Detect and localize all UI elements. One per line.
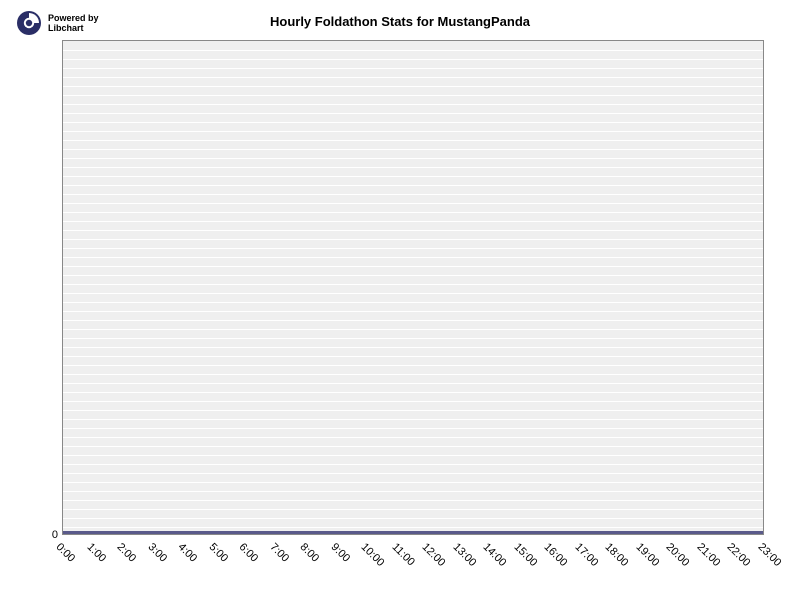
chart-title: Hourly Foldathon Stats for MustangPanda xyxy=(0,14,800,29)
chart-gridline xyxy=(63,266,763,267)
x-axis-tick-label: 18:00 xyxy=(603,541,631,569)
chart-gridline xyxy=(63,482,763,483)
chart-gridline xyxy=(63,500,763,501)
chart-gridline xyxy=(63,428,763,429)
chart-gridline xyxy=(63,320,763,321)
chart-gridline xyxy=(63,302,763,303)
chart-gridline xyxy=(63,158,763,159)
chart-gridline xyxy=(63,140,763,141)
chart-gridline xyxy=(63,518,763,519)
x-axis-tick-label: 7:00 xyxy=(267,541,291,565)
chart-gridline xyxy=(63,248,763,249)
chart-gridline xyxy=(63,446,763,447)
chart-gridline xyxy=(63,194,763,195)
x-axis-tick-label: 6:00 xyxy=(237,541,261,565)
x-axis-tick-label: 3:00 xyxy=(145,541,169,565)
chart-gridline xyxy=(63,527,763,528)
chart-gridline xyxy=(63,185,763,186)
chart-gridline xyxy=(63,401,763,402)
chart-gridline xyxy=(63,374,763,375)
chart-gridline xyxy=(63,356,763,357)
chart-gridline xyxy=(63,365,763,366)
x-axis-tick-label: 21:00 xyxy=(694,541,722,569)
chart-gridline xyxy=(63,257,763,258)
chart-gridline xyxy=(63,77,763,78)
chart-gridline xyxy=(63,131,763,132)
chart-gridline xyxy=(63,437,763,438)
chart-gridline xyxy=(63,311,763,312)
chart-gridline xyxy=(63,203,763,204)
x-axis-tick-label: 9:00 xyxy=(328,541,352,565)
x-axis-tick-label: 14:00 xyxy=(481,541,509,569)
chart-gridline xyxy=(63,284,763,285)
x-axis-tick-label: 22:00 xyxy=(725,541,753,569)
x-axis-tick-label: 8:00 xyxy=(298,541,322,565)
x-axis-tick-label: 13:00 xyxy=(450,541,478,569)
chart-gridline xyxy=(63,455,763,456)
chart-gridline xyxy=(63,338,763,339)
x-axis-tick-label: 1:00 xyxy=(84,541,108,565)
x-axis-tick-label: 4:00 xyxy=(176,541,200,565)
chart-plot-area xyxy=(62,40,764,535)
y-axis-tick-label: 0 xyxy=(44,529,58,541)
x-axis-tick-label: 11:00 xyxy=(389,541,416,568)
chart-gridline xyxy=(63,464,763,465)
x-axis-tick-label: 12:00 xyxy=(420,541,448,569)
x-axis-tick-label: 2:00 xyxy=(115,541,139,565)
chart-gridline xyxy=(63,212,763,213)
chart-gridline xyxy=(63,122,763,123)
x-axis-tick-label: 23:00 xyxy=(756,541,784,569)
chart-gridline xyxy=(63,95,763,96)
chart-gridline xyxy=(63,392,763,393)
x-axis-tick-label: 15:00 xyxy=(511,541,539,569)
x-axis-tick-label: 5:00 xyxy=(206,541,230,565)
chart-gridline xyxy=(63,410,763,411)
chart-gridline xyxy=(63,104,763,105)
chart-gridline xyxy=(63,59,763,60)
chart-gridline xyxy=(63,230,763,231)
chart-gridline xyxy=(63,293,763,294)
chart-gridline xyxy=(63,149,763,150)
chart-gridline xyxy=(63,176,763,177)
chart-gridline xyxy=(63,239,763,240)
chart-series-line xyxy=(63,531,763,534)
chart-gridline xyxy=(63,275,763,276)
chart-gridline xyxy=(63,509,763,510)
chart-gridline xyxy=(63,473,763,474)
chart-gridline xyxy=(63,383,763,384)
x-axis-tick-label: 20:00 xyxy=(664,541,692,569)
chart-gridline xyxy=(63,167,763,168)
chart-gridline xyxy=(63,50,763,51)
chart-gridline xyxy=(63,221,763,222)
chart-gridline xyxy=(63,347,763,348)
chart-gridline xyxy=(63,329,763,330)
chart-gridline xyxy=(63,68,763,69)
x-axis-tick-label: 17:00 xyxy=(572,541,600,569)
chart-gridline xyxy=(63,86,763,87)
x-axis-tick-label: 0:00 xyxy=(54,541,78,565)
chart-gridline xyxy=(63,419,763,420)
x-axis-tick-label: 19:00 xyxy=(633,541,661,569)
chart-background xyxy=(63,41,763,534)
x-axis-tick-label: 16:00 xyxy=(542,541,570,569)
chart-gridline xyxy=(63,113,763,114)
x-axis-tick-label: 10:00 xyxy=(359,541,387,569)
chart-gridline xyxy=(63,491,763,492)
